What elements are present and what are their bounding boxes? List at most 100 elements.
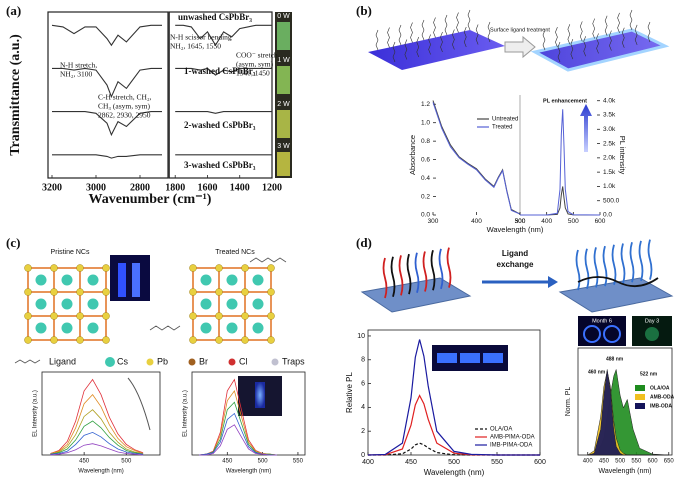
pb-atom bbox=[76, 336, 84, 344]
photo-glow bbox=[118, 263, 126, 297]
annotation: PL enhancement bbox=[543, 98, 587, 104]
cs-atom bbox=[61, 322, 73, 334]
x-tick-label: 400 bbox=[541, 218, 552, 225]
panel-label: (d) bbox=[356, 235, 372, 250]
pb-atom bbox=[189, 336, 197, 344]
pb-atom bbox=[267, 288, 275, 296]
photo-glow bbox=[277, 110, 290, 138]
series-label: 2-washed CsPbBr₃ bbox=[184, 120, 256, 130]
ligand bbox=[557, 41, 561, 63]
ligand bbox=[475, 24, 479, 45]
photo-glow bbox=[645, 327, 659, 341]
x-tick-label: 500 bbox=[258, 459, 269, 465]
photo-glow bbox=[277, 152, 290, 176]
ligand bbox=[629, 241, 635, 283]
pb-atom bbox=[102, 288, 110, 296]
legend-label: AMB-ODA bbox=[650, 394, 675, 400]
annotation: 2862, 2930, 2950 bbox=[98, 111, 151, 120]
legend-swatch bbox=[635, 394, 645, 400]
line bbox=[50, 393, 144, 454]
pb-atom bbox=[241, 312, 249, 320]
y-tick-label: 1.5k bbox=[603, 169, 616, 176]
ligand bbox=[487, 21, 491, 43]
pb-atom bbox=[24, 288, 32, 296]
x-tick-label: 2800 bbox=[130, 182, 150, 193]
x-axis-label: Wavelength (nm) bbox=[598, 468, 651, 475]
photo-label: 0 W bbox=[277, 13, 290, 20]
ligand bbox=[611, 244, 617, 286]
y-tick-label: 6 bbox=[361, 380, 365, 387]
slab bbox=[530, 28, 670, 72]
panel-label: (c) bbox=[6, 235, 20, 250]
ligand bbox=[621, 27, 625, 48]
pb-atom bbox=[267, 312, 275, 320]
x-tick-label: 300 bbox=[515, 218, 526, 225]
y-tick-label: 2.0k bbox=[603, 155, 616, 162]
x-tick-label: 550 bbox=[293, 459, 304, 465]
cs-atom bbox=[252, 298, 264, 310]
pb-atom bbox=[189, 312, 197, 320]
arrow-head bbox=[548, 276, 558, 288]
y-axis-label: Transmittance (a.u.) bbox=[8, 34, 23, 156]
line bbox=[367, 339, 540, 456]
photo bbox=[578, 316, 626, 346]
pb-atom bbox=[76, 288, 84, 296]
y-axis-label: EL Intensity (a.u.) bbox=[33, 390, 39, 437]
x-axis-label: Wavelength (nm) bbox=[487, 225, 544, 234]
x-tick-label: 1400 bbox=[230, 182, 250, 193]
x-tick-label: 3000 bbox=[86, 182, 106, 193]
ligand bbox=[422, 251, 428, 292]
y-tick-label: 3.5k bbox=[603, 112, 616, 119]
y-tick-label: 0.6 bbox=[421, 156, 430, 163]
plot-frame bbox=[41, 371, 161, 456]
ligand bbox=[463, 26, 467, 48]
ligand bbox=[593, 247, 599, 288]
cs-atom bbox=[87, 274, 99, 286]
ligand bbox=[577, 276, 659, 288]
ligand bbox=[542, 29, 546, 51]
pb-atom bbox=[241, 288, 249, 296]
line bbox=[175, 67, 272, 76]
line bbox=[520, 109, 601, 216]
x-axis-label: Wavelength (nm) bbox=[226, 469, 271, 475]
ligand bbox=[570, 39, 574, 60]
legend-label: Br bbox=[199, 356, 208, 366]
ligand bbox=[604, 15, 608, 36]
ligand bbox=[249, 257, 287, 263]
legend-label: Ligand bbox=[49, 356, 76, 366]
y-tick-label: 1.2 bbox=[421, 101, 430, 108]
x-tick-label: 500 bbox=[515, 218, 526, 225]
line bbox=[520, 186, 601, 216]
cs-atom bbox=[35, 298, 47, 310]
y-tick-label: 4 bbox=[361, 404, 365, 411]
y-axis-label: Relative PL bbox=[345, 372, 354, 413]
y-tick-label: 2.5k bbox=[603, 140, 616, 147]
pb-atom bbox=[215, 336, 223, 344]
y-tick-label: 0.0 bbox=[603, 212, 612, 219]
ligand bbox=[444, 14, 448, 36]
x-tick-label: 3200 bbox=[42, 182, 62, 193]
annotation: COO⁻ stretch, bbox=[236, 51, 280, 60]
cs-atom bbox=[252, 322, 264, 334]
y-tick-label: 0.2 bbox=[421, 193, 430, 200]
y-axis-label: PL intensity bbox=[618, 136, 627, 175]
ligand bbox=[579, 21, 583, 42]
ligand bbox=[647, 21, 651, 43]
line bbox=[50, 409, 144, 455]
pb-atom bbox=[50, 288, 58, 296]
line bbox=[50, 378, 144, 454]
pb-atom bbox=[50, 336, 58, 344]
y-axis-label: EL Intensity (a.u.) bbox=[183, 390, 189, 437]
line bbox=[175, 24, 272, 47]
ligand bbox=[629, 9, 633, 31]
x-tick-label: 550 bbox=[631, 459, 642, 465]
ligand bbox=[428, 34, 431, 55]
ligand bbox=[592, 18, 596, 39]
annotation: C-H stretch, CH₂, bbox=[98, 93, 152, 102]
ligand bbox=[456, 12, 459, 33]
x-axis-label: Wavelength (nm) bbox=[78, 469, 123, 475]
photo-glow bbox=[132, 263, 140, 297]
x-tick-label: 600 bbox=[648, 459, 659, 465]
legend-swatch bbox=[635, 403, 645, 409]
y-tick-label: 0.0 bbox=[421, 212, 430, 219]
